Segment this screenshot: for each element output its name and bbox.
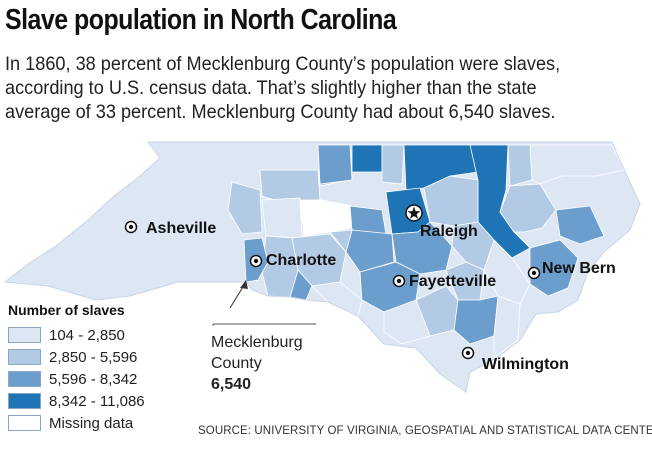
county (507, 144, 533, 187)
callout-name: Mecklenburg (211, 334, 303, 351)
legend-swatch (8, 327, 41, 343)
county (445, 261, 485, 301)
city-label-charlotte: Charlotte (266, 252, 336, 269)
city-label-asheville: Asheville (146, 220, 216, 237)
state-outline (3, 141, 641, 393)
intro-line: In 1860, 38 percent of Mecklenburg Count… (5, 53, 561, 75)
city-marker-new-bern (527, 266, 541, 280)
callout-value: 6,540 (211, 376, 252, 393)
legend-item: 2,850 - 5,596 (8, 346, 145, 368)
county (499, 183, 557, 233)
city-label-wilmington: Wilmington (482, 356, 569, 373)
legend-swatch (8, 393, 41, 409)
county (227, 181, 263, 235)
legend-item: 5,596 - 8,342 (8, 368, 145, 390)
legend-swatch (8, 371, 41, 387)
page-title: Slave population in North Carolina (5, 4, 397, 36)
legend-swatch (8, 415, 41, 431)
city-marker-raleigh (405, 204, 423, 222)
city-label-new-bern: New Bern (542, 260, 616, 277)
county (383, 299, 431, 345)
city-marker-wilmington (461, 346, 475, 360)
callout-name: County (211, 355, 262, 372)
legend-label: 5,596 - 8,342 (49, 370, 138, 388)
city-label-raleigh: Raleigh (420, 223, 478, 240)
callout-arrowhead (240, 280, 248, 289)
intro-text: In 1860, 38 percent of Mecklenburg Count… (5, 52, 619, 124)
legend-label: 8,342 - 11,086 (49, 392, 145, 410)
city-marker-fayetteville (392, 274, 406, 288)
county (351, 144, 383, 173)
county (555, 205, 605, 245)
legend-item: 104 - 2,850 (8, 324, 145, 346)
intro-line: according to U.S. census data. That’s sl… (5, 77, 537, 99)
county (329, 229, 353, 253)
county (381, 144, 405, 185)
intro-line: average of 33 percent. Mecklenburg Count… (5, 101, 556, 123)
legend: Number of slaves 104 - 2,850 2,850 - 5,5… (8, 302, 145, 434)
legend-label: Missing data (49, 414, 134, 432)
county (349, 205, 387, 235)
source-credit: SOURCE: UNIVERSITY OF VIRGINIA, GEOSPATI… (198, 425, 652, 437)
legend-item: 8,342 - 11,086 (8, 390, 145, 412)
legend-label: 2,850 - 5,596 (49, 348, 138, 366)
legend-swatch (8, 349, 41, 365)
county-missing (321, 199, 353, 233)
county (261, 197, 303, 239)
city-label-fayetteville: Fayetteville (409, 273, 496, 290)
legend-item: Missing data (8, 412, 145, 434)
county (529, 144, 625, 185)
county (493, 295, 521, 359)
city-marker-charlotte (249, 254, 263, 268)
city-marker-asheville (124, 220, 138, 234)
county (317, 144, 353, 185)
legend-label: 104 - 2,850 (49, 326, 125, 344)
star-icon (407, 206, 421, 219)
mecklenburg-callout: Mecklenburg County 6,540 (211, 332, 303, 395)
legend-title: Number of slaves (8, 302, 125, 318)
